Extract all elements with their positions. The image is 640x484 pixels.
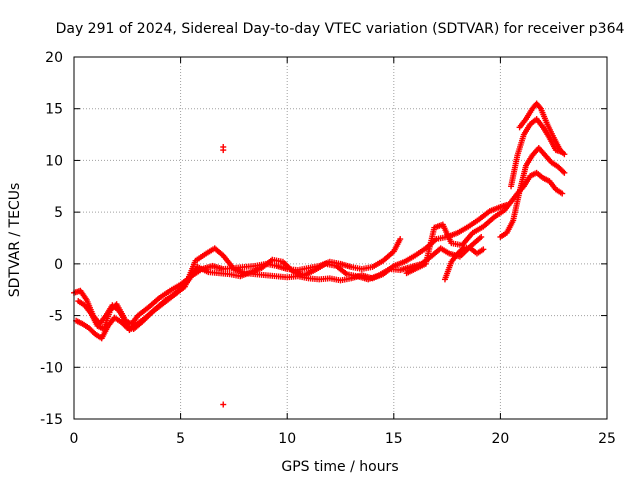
x-tick-label: 5 <box>176 431 185 447</box>
data-point <box>536 104 543 111</box>
data-point <box>561 151 568 158</box>
y-tick-label: 5 <box>54 205 63 221</box>
x-tick-label: 25 <box>598 431 616 447</box>
y-tick-label: 0 <box>54 257 63 273</box>
tick-layer: 0 5 10 15 20 25 -15 -10 -5 0 5 10 15 20 <box>40 50 616 447</box>
data-point <box>561 169 568 176</box>
y-tick-label: -5 <box>49 309 63 325</box>
data-point <box>560 168 567 175</box>
y-tick-label: 10 <box>45 153 63 169</box>
outlier-point <box>220 401 227 408</box>
x-tick-label: 20 <box>491 431 509 447</box>
x-tick-label: 15 <box>385 431 403 447</box>
y-tick-label: 20 <box>45 50 63 66</box>
chart-title: Day 291 of 2024, Sidereal Day-to-day VTE… <box>56 21 625 37</box>
y-tick-label: -10 <box>40 360 63 376</box>
data-point <box>480 246 487 253</box>
data-point <box>478 233 485 240</box>
x-axis-label: GPS time / hours <box>281 459 398 475</box>
x-tick-label: 0 <box>70 431 79 447</box>
y-tick-label: 15 <box>45 102 63 118</box>
plot-frame <box>73 56 608 420</box>
data-point <box>397 236 404 243</box>
data-layer <box>71 100 568 408</box>
y-axis-label: SDTVAR / TECUs <box>7 183 23 298</box>
y-tick-label: -15 <box>40 412 63 428</box>
data-point <box>559 190 566 197</box>
outlier-point <box>220 147 227 154</box>
data-point <box>459 245 466 252</box>
x-tick-label: 10 <box>278 431 296 447</box>
